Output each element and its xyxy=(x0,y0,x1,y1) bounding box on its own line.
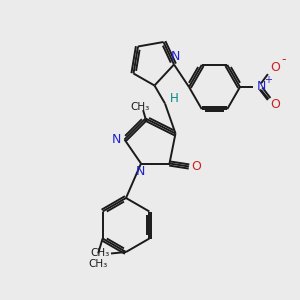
Text: CH₃: CH₃ xyxy=(90,248,109,259)
Text: +: + xyxy=(264,75,272,85)
Text: -: - xyxy=(282,53,286,67)
Text: CH₃: CH₃ xyxy=(130,102,150,112)
Text: O: O xyxy=(270,98,280,112)
Text: CH₃: CH₃ xyxy=(88,259,108,269)
Text: N: N xyxy=(171,50,180,63)
Text: H: H xyxy=(170,92,179,106)
Text: N: N xyxy=(136,165,145,178)
Text: N: N xyxy=(111,133,121,146)
Text: N: N xyxy=(256,80,266,94)
Text: O: O xyxy=(192,160,201,173)
Text: O: O xyxy=(270,61,280,74)
